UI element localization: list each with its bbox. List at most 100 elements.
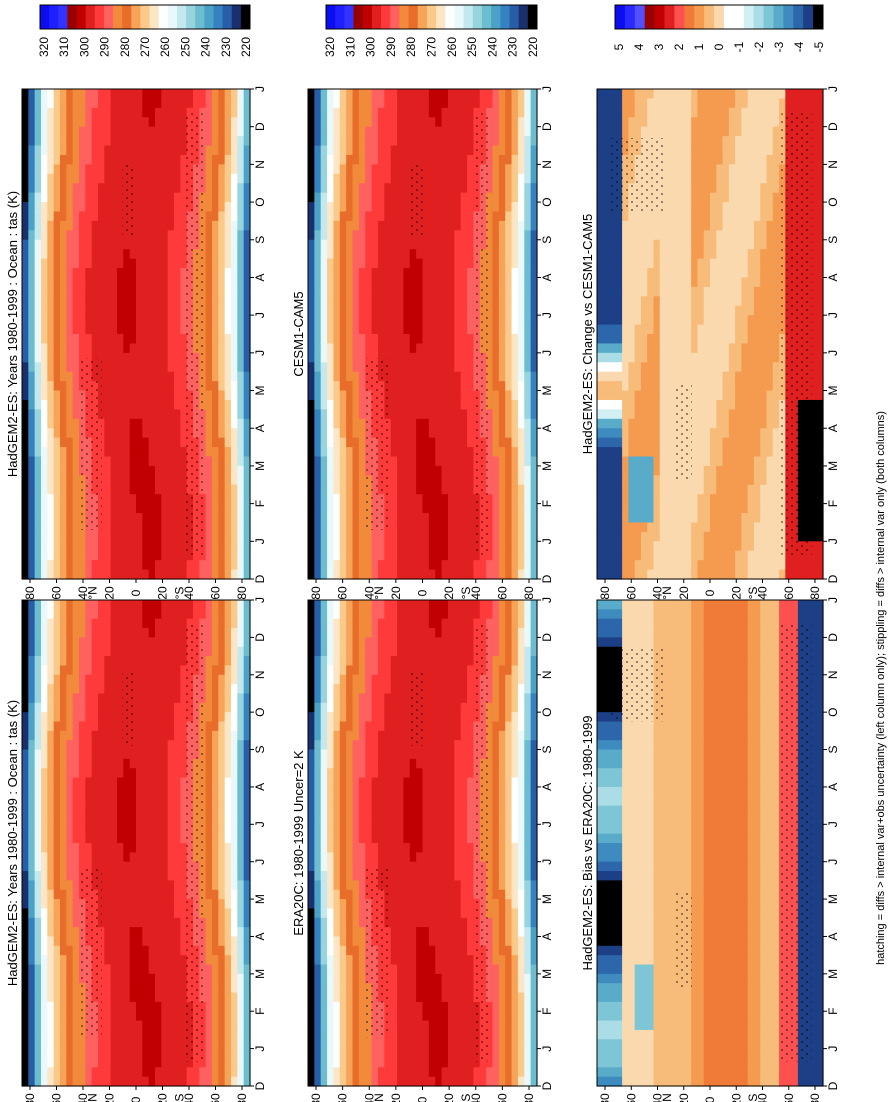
field-cell: [422, 1067, 430, 1078]
field-cell: [180, 352, 188, 363]
field-cell: [358, 730, 366, 741]
field-cell: [409, 609, 417, 620]
field-cell: [142, 230, 150, 241]
field-cell: [161, 674, 169, 685]
field-cell: [308, 889, 315, 900]
field-cell: [365, 768, 373, 779]
field-cell: [320, 833, 328, 844]
field-cell: [243, 305, 251, 316]
field-cell: [243, 503, 251, 514]
field-cell: [104, 1001, 112, 1012]
field-cell: [60, 973, 67, 984]
field-cell: [435, 1057, 443, 1068]
field-cell: [22, 618, 29, 629]
field-cell: [28, 164, 36, 175]
field-cell: [339, 646, 347, 657]
field-cell: [123, 447, 131, 458]
field-cell: [167, 277, 175, 288]
field-cell: [60, 531, 67, 542]
field-cell: [22, 522, 29, 533]
field-cell: [60, 917, 67, 928]
field-cell: [339, 1001, 347, 1012]
field-cell: [28, 749, 36, 760]
field-cell: [346, 637, 354, 648]
field-cell: [199, 618, 207, 629]
field-cell: [224, 992, 232, 1003]
field-cell: [136, 730, 143, 741]
field-cell: [243, 456, 251, 467]
field-cell: [314, 1039, 322, 1050]
field-cell: [60, 258, 67, 269]
field-cell: [136, 541, 143, 552]
field-cell: [403, 665, 411, 676]
field-cell: [161, 550, 169, 561]
field-cell: [34, 861, 42, 872]
field-cell: [72, 721, 80, 732]
field-cell: [53, 656, 61, 667]
field-cell: [28, 352, 36, 363]
field-cell: [47, 1057, 55, 1068]
field-cell: [390, 889, 398, 900]
field-cell: [129, 334, 137, 345]
field-cell: [320, 852, 328, 863]
field-cell: [136, 503, 143, 514]
field-cell: [155, 145, 162, 156]
field-cell: [129, 249, 137, 260]
field-cell: [180, 945, 188, 956]
field-cell: [98, 693, 105, 704]
field-cell: [47, 600, 55, 610]
field-cell: [212, 381, 219, 392]
field-cell: [428, 702, 436, 713]
field-cell: [237, 277, 245, 288]
field-cell: [327, 824, 335, 835]
field-cell: [22, 89, 29, 100]
field-cell: [416, 824, 424, 835]
field-cell: [148, 936, 156, 947]
field-cell: [110, 1039, 118, 1050]
field-cell: [117, 749, 124, 760]
field-cell: [365, 1076, 373, 1087]
field-cell: [314, 805, 322, 816]
field-cell: [98, 296, 105, 307]
field-cell: [212, 136, 219, 147]
field-cell: [428, 684, 436, 695]
field-cell: [104, 192, 112, 203]
field-cell: [167, 1001, 175, 1012]
field-cell: [390, 796, 398, 807]
field-cell: [174, 805, 181, 816]
field-cell: [409, 796, 417, 807]
field-cell: [72, 1067, 80, 1078]
field-cell: [148, 475, 156, 486]
field-cell: [237, 541, 245, 552]
field-cell: [224, 315, 232, 326]
field-cell: [224, 239, 232, 250]
field-cell: [28, 1020, 36, 1031]
field-cell: [314, 730, 322, 741]
field-cell: [371, 758, 379, 769]
field-cell: [28, 465, 36, 476]
field-cell: [218, 1020, 226, 1031]
field-cell: [237, 98, 245, 109]
field-cell: [416, 899, 424, 910]
field-cell: [237, 983, 245, 994]
field-cell: [205, 192, 213, 203]
field-cell: [41, 768, 48, 779]
field-cell: [397, 814, 405, 825]
field-cell: [41, 513, 48, 524]
field-cell: [308, 1029, 315, 1040]
field-cell: [28, 740, 36, 751]
field-cell: [123, 494, 131, 505]
field-cell: [98, 1067, 105, 1078]
field-cell: [72, 665, 80, 676]
field-cell: [352, 628, 360, 638]
field-cell: [110, 852, 118, 863]
field-cell: [371, 1057, 379, 1068]
field-cell: [155, 173, 162, 184]
field-cell: [212, 173, 219, 184]
field-cell: [22, 1020, 29, 1031]
field-cell: [237, 268, 245, 279]
field-cell: [142, 936, 150, 947]
field-cell: [104, 522, 112, 533]
field-cell: [117, 702, 124, 713]
field-cell: [41, 843, 48, 853]
